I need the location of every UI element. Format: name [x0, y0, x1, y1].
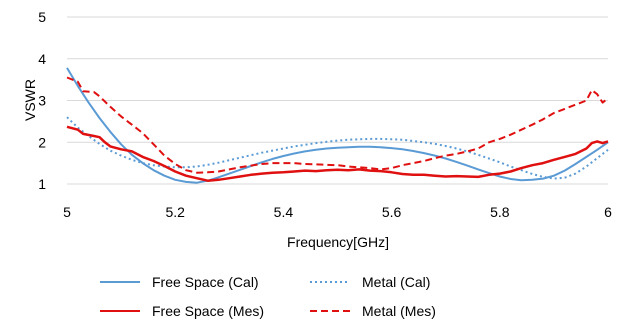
legend-label-3: Metal (Mes) [362, 303, 436, 319]
x-axis-title: Frequency[GHz] [287, 234, 389, 250]
x-tick-label: 5 [63, 204, 71, 220]
y-tick-labels: 1 2 3 4 5 [38, 9, 46, 192]
x-tick-label: 6 [604, 204, 612, 220]
x-tick-label: 5.4 [274, 204, 294, 220]
series-line-0 [66, 67, 609, 184]
x-tick-label: 5.8 [490, 204, 510, 220]
legend-label-0: Free Space (Cal) [152, 274, 259, 290]
series-line-3 [66, 76, 609, 174]
legend-label-2: Free Space (Mes) [152, 303, 264, 319]
series-lines [66, 67, 609, 184]
x-tick-labels: 5 5.2 5.4 5.6 5.8 6 [63, 204, 612, 220]
y-tick-label: 1 [38, 176, 46, 192]
y-axis-title: VSWR [22, 79, 38, 121]
gridlines [67, 16, 608, 185]
legend-label-1: Metal (Cal) [362, 274, 430, 290]
y-tick-label: 5 [38, 9, 46, 25]
y-tick-label: 4 [38, 51, 46, 67]
x-tick-label: 5.6 [382, 204, 402, 220]
y-tick-label: 3 [38, 93, 46, 109]
legend: Free Space (Cal) Metal (Cal) Free Space (M… [100, 274, 436, 319]
series-line-2 [66, 125, 609, 182]
x-tick-label: 5.2 [165, 204, 185, 220]
y-tick-label: 2 [38, 134, 46, 150]
